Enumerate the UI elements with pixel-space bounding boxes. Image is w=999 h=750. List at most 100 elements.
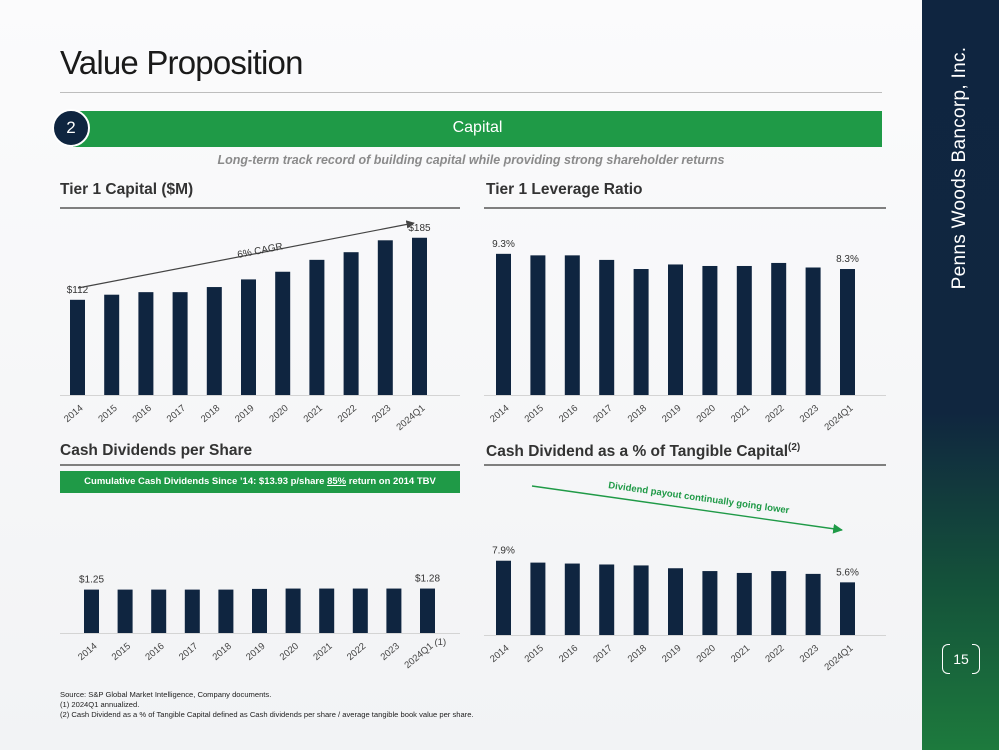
bar-2022 <box>343 252 359 395</box>
bar-2015 <box>104 294 120 395</box>
bar-2016 <box>151 589 167 633</box>
bar-2014 <box>84 589 99 633</box>
tick-label: 2021 <box>729 643 752 665</box>
tick-label: 2024Q1 <box>402 641 435 671</box>
bar-2019 <box>252 588 267 633</box>
data-label: $1.25 <box>79 575 104 586</box>
tick-label: 2014 <box>62 403 85 425</box>
data-label: $185 <box>408 223 431 234</box>
div-pct-chart: 2014 7.9% 2015 2016 2017 2018 2019 2020 2021 2022… <box>484 480 886 673</box>
bar-2021 <box>736 572 752 635</box>
tier1-capital-rule <box>60 207 460 209</box>
tick-label: 2022 <box>763 403 786 425</box>
tick-label: 2017 <box>591 643 614 665</box>
cagr-label: 6% CAGR <box>236 241 283 261</box>
page-title: Value Proposition <box>60 44 303 81</box>
dividends-rule <box>60 464 460 466</box>
bar-2020 <box>285 588 301 633</box>
title-divider <box>60 92 882 93</box>
tick-label: 2016 <box>143 641 166 663</box>
tick-label: 2021 <box>729 403 752 425</box>
tick-label: 2015 <box>96 403 119 425</box>
bar-2016 <box>564 255 580 395</box>
tick-label: 2014 <box>76 641 99 663</box>
bar-2017 <box>184 589 200 633</box>
bar-2016 <box>138 292 154 395</box>
dividends-chart: 2014 $1.25 2015 2016 2017 2018 2019 2020 2021 202… <box>60 574 460 671</box>
data-label: 8.3% <box>836 254 859 265</box>
div-pct-footnote-ref: (2) <box>788 442 801 453</box>
bar-2020 <box>275 271 291 395</box>
payout-arrow <box>531 485 843 534</box>
tick-label: 2016 <box>131 403 154 425</box>
annualized-note: (1) <box>435 637 447 648</box>
company-name: Penns Woods Bancorp, Inc. <box>949 46 970 290</box>
bar-2019 <box>668 264 683 395</box>
tick-label: 2017 <box>591 403 614 425</box>
tick-label: 2014 <box>488 643 511 665</box>
tick-label: 2021 <box>311 641 334 663</box>
tick-label: 2019 <box>660 643 683 665</box>
bar-2014 <box>70 299 85 395</box>
footnote-source: Source: S&P Global Market Intelligence, … <box>60 690 272 699</box>
data-label: $112 <box>67 285 89 296</box>
tick-label: 2022 <box>336 403 359 425</box>
tick-label: 2019 <box>233 403 256 425</box>
tagline: Long-term track record of building capit… <box>217 153 725 167</box>
data-label: 5.6% <box>836 567 859 578</box>
bar-2024Q1 <box>840 269 855 395</box>
tick-label: 2022 <box>345 641 368 663</box>
data-label: 9.3% <box>492 239 515 250</box>
bar-2014 <box>496 560 511 635</box>
banner-text-pre: Cumulative Cash Dividends Since ’14: $13… <box>84 476 328 487</box>
bar-2024Q1 <box>840 582 855 635</box>
bar-2022 <box>771 571 787 635</box>
tick-label: 2023 <box>798 403 821 425</box>
tick-label: 2016 <box>557 403 580 425</box>
payout-label: Dividend payout continually going lower <box>608 480 791 516</box>
tick-label: 2024Q1 <box>394 403 427 433</box>
bar-2019 <box>241 279 256 395</box>
footnotes: Source: S&P Global Market Intelligence, … <box>60 690 474 720</box>
bar-2015 <box>530 255 546 395</box>
tick-label: 2024Q1 <box>822 643 855 673</box>
tier1-capital-title: Tier 1 Capital ($M) <box>60 181 194 198</box>
bar-2017 <box>599 259 615 395</box>
page-number: 15 <box>942 642 980 676</box>
bar-2015 <box>117 589 133 633</box>
tick-label: 2020 <box>267 403 290 425</box>
data-label: 7.9% <box>492 546 515 557</box>
footnote-2: (2) Cash Dividend as a % of Tangible Cap… <box>60 710 474 719</box>
banner-return-pct: 85% <box>327 476 347 487</box>
bar-2023 <box>805 573 821 635</box>
tick-label: 2023 <box>798 643 821 665</box>
bar-2018 <box>633 565 649 635</box>
tick-label: 2018 <box>626 403 649 425</box>
bar-2022 <box>352 588 368 633</box>
div-pct-title: Cash Dividend as a % of Tangible Capital… <box>486 442 800 461</box>
brand-sidebar: Penns Woods Bancorp, Inc. 15 <box>922 0 999 750</box>
div-pct-rule <box>484 464 886 466</box>
tick-label: 2014 <box>488 403 511 425</box>
banner-text-post: return on 2014 TBV <box>346 476 436 487</box>
leverage-title: Tier 1 Leverage Ratio <box>486 181 643 198</box>
tick-label: 2019 <box>660 403 683 425</box>
bar-2018 <box>206 287 222 395</box>
tick-label: 2020 <box>695 643 718 665</box>
bar-2023 <box>377 240 393 395</box>
bar-2023 <box>805 267 821 395</box>
bar-2021 <box>736 265 752 395</box>
capital-banner: Capital <box>73 111 882 147</box>
tick-label: 2017 <box>177 641 200 663</box>
tick-label: 2023 <box>370 403 393 425</box>
data-label: $1.28 <box>415 574 440 585</box>
bar-2021 <box>309 259 325 395</box>
bar-2017 <box>599 564 615 635</box>
tick-label: 2020 <box>695 403 718 425</box>
bar-2024Q1 <box>420 588 435 633</box>
tick-label: 2019 <box>244 641 267 663</box>
tick-label: 2018 <box>199 403 222 425</box>
section-number-badge: 2 <box>52 109 90 147</box>
bar-2024Q1 <box>412 237 427 395</box>
footnote-1: (1) 2024Q1 annualized. <box>60 700 140 709</box>
